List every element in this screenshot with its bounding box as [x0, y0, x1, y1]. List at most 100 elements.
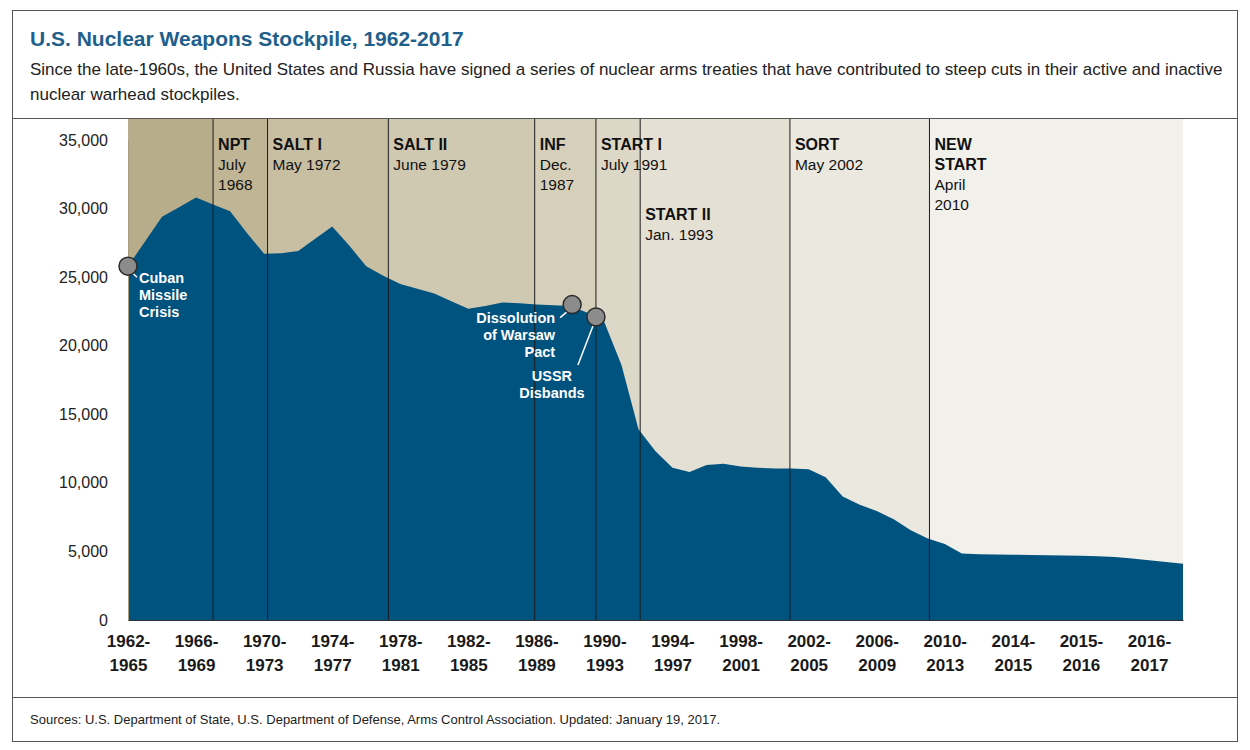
treaty-date: Dec. 1987	[540, 156, 574, 193]
treaty-band	[929, 119, 1183, 620]
text-line: 2006-	[855, 632, 898, 651]
text-line: nuclear warhead stockpiles.	[30, 85, 240, 104]
text-line: 1985	[450, 656, 488, 675]
x-tick-label: 1994-1997	[651, 632, 694, 675]
x-tick: 2016-2017	[1128, 620, 1171, 675]
text-line: SALT I	[273, 136, 322, 153]
text-line: Pact	[524, 344, 555, 360]
text-line: 1965	[110, 656, 148, 675]
subtitle: Since the late-1960s, the United States …	[30, 60, 1223, 104]
treaty-name: SALT I	[273, 136, 322, 153]
treaty-line	[595, 119, 596, 620]
x-tick-label: 2006- 2009	[855, 632, 898, 675]
x-tick-label: 2010- 2013	[924, 632, 967, 675]
text-line: Missile	[139, 287, 187, 303]
x-tick: 2010- 2013	[924, 620, 967, 675]
footer-rule	[13, 697, 1238, 698]
y-tick: 20,000	[59, 337, 128, 354]
y-tick-label: 15,000	[59, 406, 108, 423]
treaty-label: NEWSTARTApril2010	[934, 136, 986, 213]
y-tick-label: 20,000	[59, 337, 108, 354]
treaty-labels: NPTJuly1968SALT IMay 1972SALT IIJune 197…	[218, 136, 987, 243]
y-tick: 10,000	[59, 474, 128, 491]
treaty-label: INF Dec. 1987	[540, 136, 574, 193]
x-tick: 1962- 1965	[107, 620, 150, 675]
x-tick: 1982-1985	[447, 620, 490, 675]
text-line: 2016-	[1128, 632, 1171, 651]
text-line: 1986-	[515, 632, 558, 651]
x-tick-label: 1966-1969	[175, 632, 218, 675]
event-leader	[578, 326, 593, 365]
treaty-date: May 2002	[795, 156, 863, 173]
text-line: 2009	[858, 656, 896, 675]
x-tick: 1966-1969	[175, 620, 218, 675]
text-line: 1998-	[719, 632, 762, 651]
y-tick-label: 5,000	[68, 543, 108, 560]
treaty-label: START IJuly 1991	[601, 136, 667, 173]
text-line: 1970-	[243, 632, 286, 651]
text-line: 2013	[926, 656, 964, 675]
event-leader	[560, 312, 567, 318]
frame	[13, 11, 1238, 742]
y-tick-label: 30,000	[59, 200, 108, 217]
treaty-date: June 1979	[393, 156, 465, 173]
text-line: 2010	[934, 196, 969, 213]
text-line: 1981	[382, 656, 420, 675]
treaty-date: Jan. 1993	[645, 226, 713, 243]
treaty-name: INF	[540, 136, 566, 153]
treaty-label: NPTJuly1968	[218, 136, 252, 193]
plot-area	[128, 198, 1183, 620]
x-tick: 1990-1993	[583, 620, 626, 675]
treaty-line	[640, 119, 641, 620]
text-line: 2005	[790, 656, 828, 675]
y-axis-line	[128, 141, 129, 621]
event-marker	[587, 308, 605, 326]
x-tick-label: 1998- 2001	[719, 632, 762, 675]
text-line: Disbands	[519, 385, 584, 401]
text-line: 1973	[246, 656, 284, 675]
treaty-label: SORTMay 2002	[795, 136, 863, 173]
text-line: 1977	[314, 656, 352, 675]
text-line: 2001	[722, 656, 760, 675]
treaty-lines	[213, 119, 929, 620]
text-line: Crisis	[139, 304, 179, 320]
y-tick: 30,000	[59, 200, 128, 217]
x-tick: 1970- 1973	[243, 620, 286, 675]
text-line: of Warsaw	[483, 327, 556, 343]
event-marker	[563, 296, 581, 314]
treaty-name: NPT	[218, 136, 250, 153]
x-tick-label: 1974-1977	[311, 632, 354, 675]
text-line: 2015	[994, 656, 1032, 675]
text-line: INF	[540, 136, 566, 153]
text-line: July	[218, 156, 246, 173]
x-tick: 2014-2015	[992, 620, 1035, 675]
x-tick-label: 1986-1989	[515, 632, 558, 675]
treaty-line	[213, 119, 214, 620]
text-line: 1969	[178, 656, 216, 675]
text-line: 2010-	[924, 632, 967, 651]
event-label: USSRDisbands	[519, 368, 584, 401]
chart: U.S. Nuclear Weapons Stockpile, 1962-201…	[0, 0, 1250, 750]
treaty-date: July 1991	[601, 156, 667, 173]
treaty-name: START II	[645, 206, 710, 223]
x-tick: 2015-2016	[1060, 620, 1103, 675]
text-line: SALT II	[393, 136, 447, 153]
x-axis: 1962-19651966-19691970-19731974-19771978…	[107, 620, 1184, 675]
x-tick-label: 1970- 1973	[243, 632, 286, 675]
event-label: CubanMissileCrisis	[139, 270, 187, 320]
text-line: May 1972	[273, 156, 341, 173]
x-tick-label: 1962- 1965	[107, 632, 150, 675]
text-line: Dec.	[540, 156, 572, 173]
x-tick: 2002-2005	[787, 620, 830, 675]
treaty-label: SALT II June 1979	[393, 136, 465, 173]
y-tick-label: 35,000	[59, 132, 108, 149]
x-tick: 1998- 2001	[719, 620, 762, 675]
text-line: Dissolution	[476, 310, 555, 326]
text-line: 1987	[540, 176, 574, 193]
treaty-line	[267, 119, 268, 620]
text-line: NEW	[934, 136, 972, 153]
y-tick: 35,000	[59, 132, 128, 149]
y-tick: 5,000	[68, 543, 128, 560]
text-line: 1962-	[107, 632, 150, 651]
x-tick-label: 1982-1985	[447, 632, 490, 675]
